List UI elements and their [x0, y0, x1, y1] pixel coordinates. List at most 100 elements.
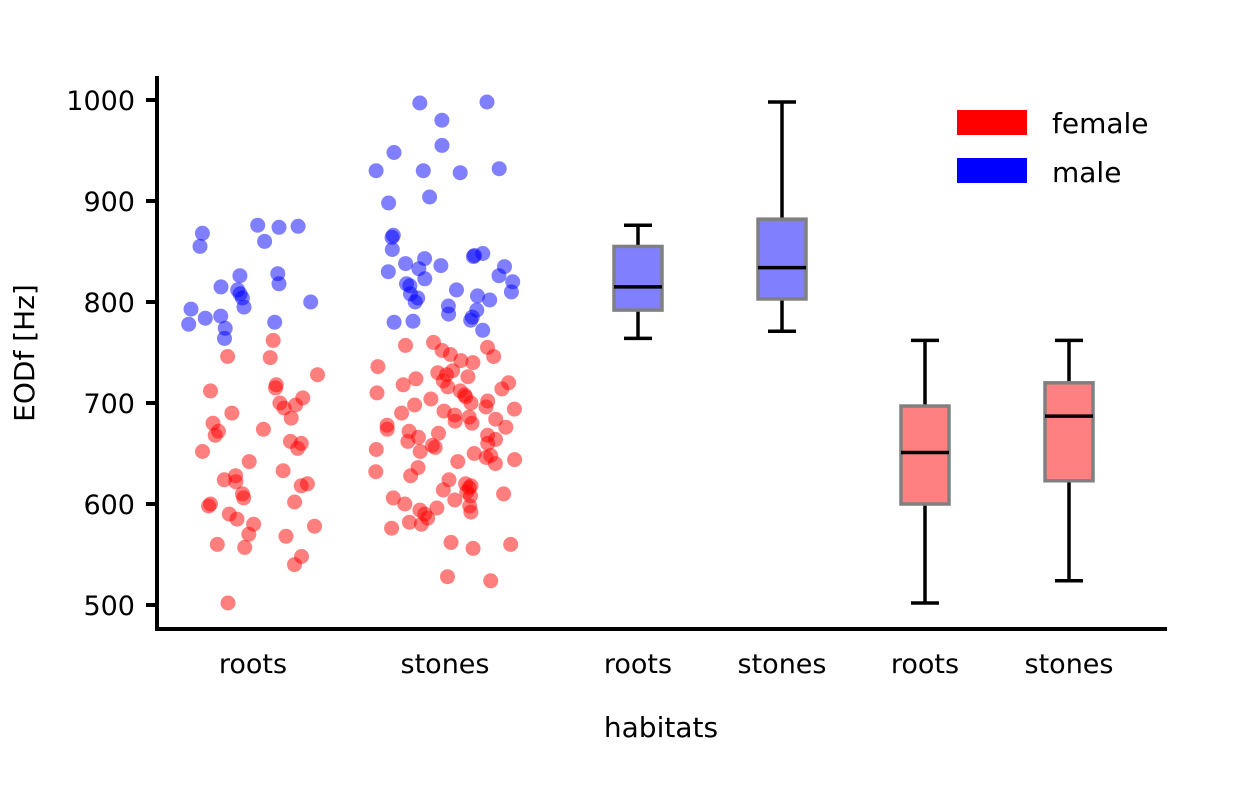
point-female-roots-1 [220, 349, 236, 364]
point-male-roots-4 [257, 233, 273, 249]
y-tick-label-500: 500 [83, 591, 135, 622]
point-male-roots-19 [181, 316, 197, 332]
point-female-stones-40 [431, 425, 446, 441]
point-female-stones-65 [496, 486, 512, 502]
x-tick-label-2: roots [604, 649, 672, 680]
point-male-stones-31 [470, 288, 485, 304]
point-female-stones-16 [395, 377, 411, 393]
point-female-stones-34 [447, 413, 463, 429]
point-male-stones-4 [386, 145, 402, 160]
point-female-stones-83 [483, 573, 499, 589]
box-female-roots [899, 338, 951, 605]
point-female-roots-11 [224, 405, 240, 421]
point-male-stones-29 [503, 284, 519, 300]
point-female-stones-30 [394, 405, 410, 421]
point-female-roots-16 [207, 427, 223, 443]
point-female-roots-36 [307, 518, 322, 534]
point-female-roots-22 [275, 463, 291, 479]
point-female-stones-8 [370, 359, 386, 375]
point-male-stones-37 [441, 306, 457, 322]
point-female-roots-21 [241, 454, 257, 470]
point-male-roots-1 [290, 218, 306, 234]
point-male-stones-8 [452, 165, 468, 181]
point-female-stones-27 [478, 399, 494, 415]
point-female-stones-33 [488, 411, 504, 427]
point-female-roots-34 [229, 511, 245, 527]
point-female-stones-67 [385, 490, 401, 506]
point-female-stones-57 [368, 464, 384, 480]
point-male-stones-18 [398, 256, 414, 272]
point-male-roots-9 [213, 279, 229, 295]
x-axis-label: habitats [604, 711, 718, 744]
point-male-roots-18 [267, 314, 283, 330]
y-tick-label-800: 800 [83, 288, 135, 319]
point-female-stones-78 [384, 520, 400, 536]
point-female-stones-18 [494, 381, 510, 397]
point-female-roots-2 [262, 350, 278, 366]
point-male-stones-33 [482, 292, 498, 308]
box-male-stones [756, 100, 808, 334]
point-male-stones-19 [433, 258, 449, 274]
point-female-roots-5 [268, 380, 283, 396]
point-female-roots-27 [293, 478, 309, 494]
legend-label-female: female [1052, 107, 1149, 140]
point-male-stones-2 [434, 112, 450, 128]
point-female-roots-3 [310, 367, 325, 383]
point-female-stones-25 [463, 395, 479, 411]
point-female-roots-30 [287, 494, 303, 510]
point-male-stones-16 [465, 249, 481, 265]
point-female-stones-38 [379, 421, 395, 437]
point-female-roots-0 [265, 332, 281, 348]
point-female-stones-1 [398, 337, 413, 353]
point-female-stones-81 [465, 540, 481, 556]
iqr-box [612, 244, 664, 312]
point-male-stones-40 [405, 313, 421, 329]
point-female-stones-68 [447, 492, 463, 508]
point-male-roots-13 [303, 294, 319, 310]
legend-label-male: male [1052, 156, 1121, 189]
point-female-stones-80 [503, 536, 519, 552]
point-male-stones-39 [463, 312, 479, 328]
point-female-stones-63 [435, 482, 451, 498]
point-female-stones-76 [401, 514, 417, 530]
point-male-stones-5 [491, 161, 507, 177]
point-male-stones-23 [491, 268, 507, 284]
point-male-stones-22 [380, 264, 396, 280]
point-male-roots-16 [213, 308, 229, 324]
point-male-stones-13 [384, 242, 400, 257]
y-tick-label-900: 900 [83, 187, 135, 218]
point-male-stones-9 [422, 189, 438, 205]
point-female-stones-28 [506, 401, 522, 417]
point-female-roots-32 [201, 498, 217, 514]
point-female-stones-6 [453, 353, 469, 369]
point-female-stones-48 [368, 442, 384, 457]
box-male-roots [612, 223, 664, 341]
point-female-roots-42 [287, 557, 302, 573]
point-female-roots-38 [278, 528, 294, 544]
legend-swatch-female [957, 110, 1027, 135]
point-male-stones-0 [479, 94, 495, 110]
point-male-stones-6 [415, 163, 431, 179]
point-female-stones-69 [397, 496, 413, 512]
point-female-stones-47 [427, 439, 443, 455]
axes [155, 76, 1167, 631]
x-tick-label-0: roots [219, 649, 287, 680]
point-female-roots-12 [283, 410, 299, 426]
iqr-box [1043, 381, 1095, 483]
point-female-stones-77 [413, 516, 429, 532]
point-female-stones-58 [403, 468, 419, 484]
point-female-roots-39 [209, 536, 225, 552]
point-female-stones-23 [423, 391, 439, 407]
point-female-stones-79 [443, 534, 459, 550]
point-female-stones-50 [466, 446, 482, 461]
point-female-stones-26 [407, 397, 423, 413]
point-female-stones-53 [507, 452, 523, 468]
legend: female male [957, 107, 1149, 189]
point-female-roots-24 [216, 472, 232, 488]
point-male-roots-17 [197, 310, 213, 326]
iqr-box [756, 217, 808, 301]
point-male-stones-1 [412, 95, 428, 111]
point-male-stones-12 [384, 229, 400, 245]
point-male-stones-3 [434, 137, 450, 153]
point-female-stones-7 [465, 355, 481, 371]
